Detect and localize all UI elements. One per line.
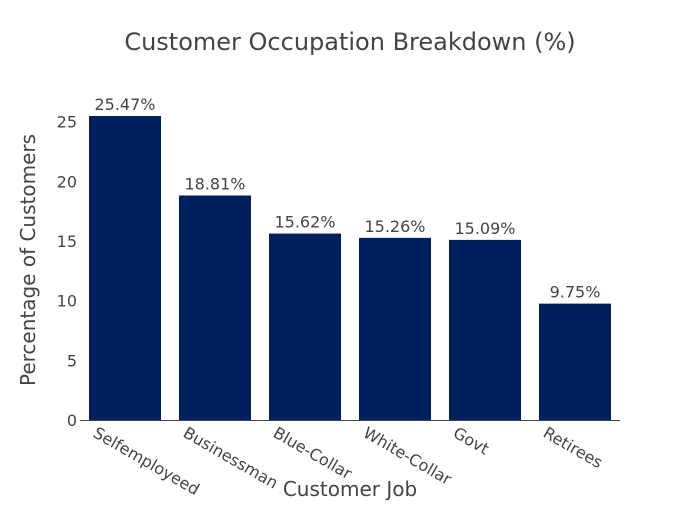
y-tick-label: 10 — [57, 292, 77, 311]
bar-blue-collar[interactable] — [269, 233, 341, 420]
data-label: 25.47% — [94, 95, 155, 114]
bar-govt[interactable] — [449, 239, 521, 420]
y-axis: 0 5 10 15 20 25 — [57, 113, 77, 430]
bar-businessman[interactable] — [179, 195, 251, 420]
bar-selfemployeed[interactable] — [89, 116, 161, 420]
data-label: 15.62% — [274, 213, 335, 232]
bar-white-collar[interactable] — [359, 237, 431, 420]
bar-retirees[interactable] — [539, 303, 611, 420]
data-label: 9.75% — [550, 283, 601, 302]
x-tick-label: Blue-Collar — [270, 423, 356, 483]
bars: 25.47% 18.81% 15.62% 15.26% 15.09% 9.75% — [89, 95, 611, 420]
x-axis-title: Customer Job — [283, 477, 417, 500]
y-tick-label: 25 — [57, 113, 77, 132]
y-tick-label: 0 — [67, 411, 77, 430]
y-axis-title: Percentage of Customers — [16, 134, 40, 386]
y-tick-label: 15 — [57, 232, 77, 251]
data-label: 15.26% — [364, 217, 425, 236]
chart-title: Customer Occupation Breakdown (%) — [124, 28, 575, 56]
x-tick-label: Govt — [450, 423, 492, 458]
data-label: 18.81% — [184, 174, 245, 193]
y-tick-label: 20 — [57, 172, 77, 191]
data-label: 15.09% — [454, 219, 515, 238]
y-tick-label: 5 — [67, 351, 77, 370]
x-tick-label: Retirees — [540, 423, 606, 472]
